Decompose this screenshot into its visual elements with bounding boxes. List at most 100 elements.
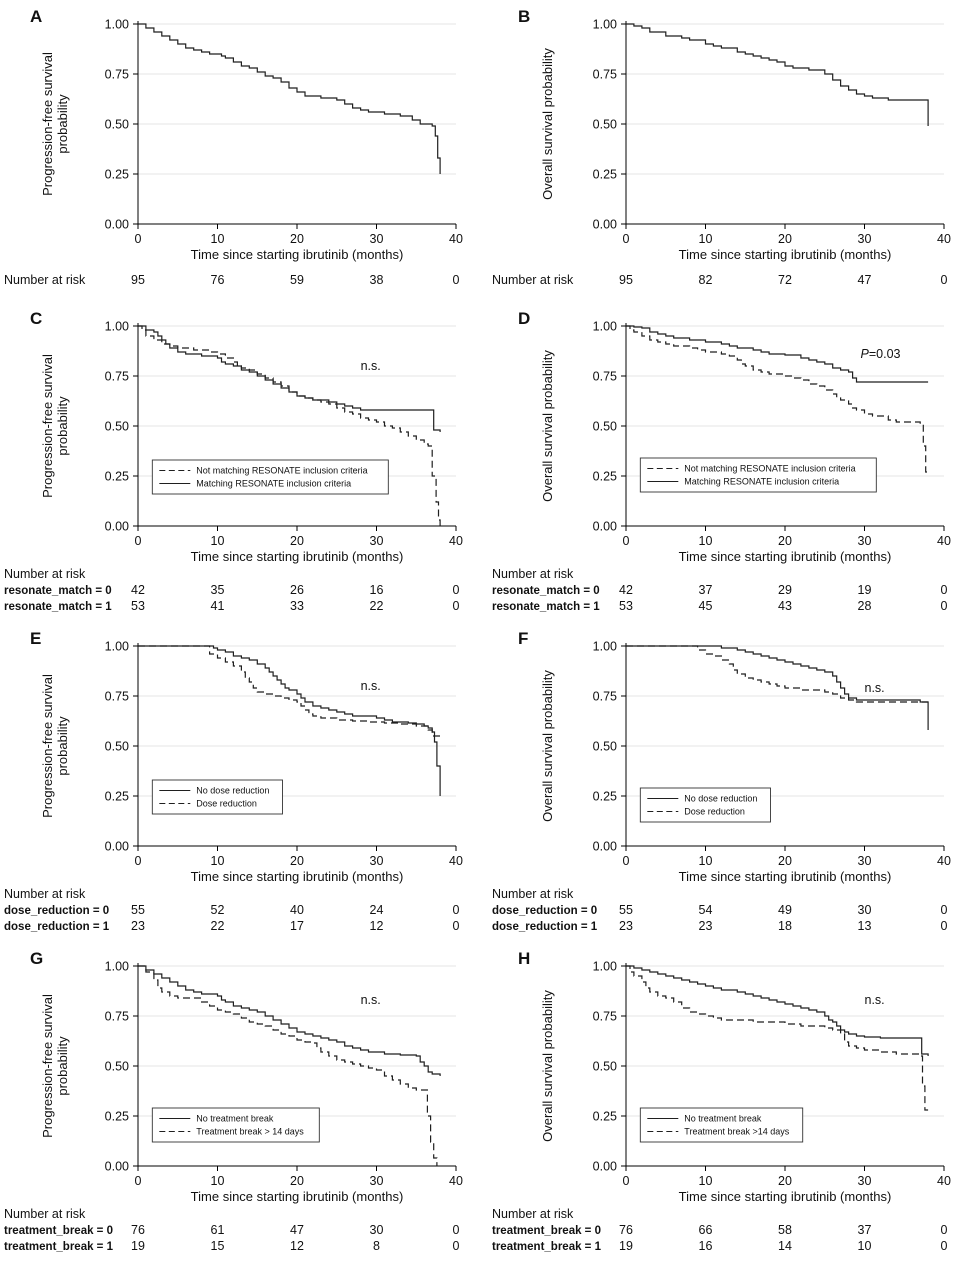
x-tick-label: 20 — [778, 1174, 792, 1188]
y-tick-label: 0.50 — [593, 420, 617, 434]
km-curve-solid — [626, 23, 929, 126]
panel-letter: C — [30, 309, 42, 328]
x-tick-label: 20 — [778, 232, 792, 246]
legend-label: Treatment break >14 days — [684, 1127, 789, 1137]
y-tick-label: 1.00 — [105, 960, 129, 974]
legend-label: Matching RESONATE inclusion criteria — [196, 479, 351, 489]
panel-letter: B — [518, 7, 530, 26]
km-curve-solid — [626, 965, 929, 1056]
x-tick-label: 0 — [135, 232, 142, 246]
x-axis-title: Time since starting ibrutinib (months) — [191, 1189, 404, 1204]
legend-label: Dose reduction — [196, 799, 257, 809]
km-curve-solid — [138, 23, 441, 174]
x-tick-label: 40 — [937, 534, 951, 548]
risk-count: 61 — [211, 1223, 225, 1237]
number-at-risk-label: Number at risk — [4, 1207, 86, 1221]
risk-count: 54 — [699, 903, 713, 917]
risk-count: 0 — [453, 273, 460, 287]
km-curve-dashed — [626, 645, 929, 703]
risk-count: 40 — [290, 903, 304, 917]
y-tick-label: 0.00 — [105, 1160, 129, 1174]
x-axis-title: Time since starting ibrutinib (months) — [679, 549, 892, 564]
y-tick-label: 0.00 — [593, 1160, 617, 1174]
legend-label: Treatment break > 14 days — [196, 1127, 304, 1137]
panel-cell-b: B Overall survival probability 1.00 0.75 0.5… — [488, 0, 976, 302]
risk-row-label: resonate_match = 1 — [4, 601, 112, 613]
risk-count: 26 — [290, 583, 304, 597]
risk-count: 0 — [453, 599, 460, 613]
risk-count: 37 — [699, 583, 713, 597]
legend-label: No dose reduction — [196, 786, 269, 796]
legend-box — [151, 779, 283, 815]
risk-count: 37 — [858, 1223, 872, 1237]
y-axis-label: Progression-free survival — [40, 52, 55, 196]
risk-count: 53 — [131, 599, 145, 613]
panel-a: A Progression-free survival probability 1.0… — [4, 7, 463, 287]
risk-row-label: treatment_break = 1 — [4, 1241, 114, 1253]
risk-count: 55 — [131, 903, 145, 917]
km-curve-solid — [138, 645, 441, 796]
x-axis-title: Time since starting ibrutinib (months) — [679, 869, 892, 884]
risk-count: 22 — [370, 599, 384, 613]
x-tick-label: 10 — [699, 534, 713, 548]
y-tick-label: 0.75 — [105, 690, 129, 704]
y-tick-label: 0.75 — [593, 690, 617, 704]
x-tick-label: 30 — [858, 534, 872, 548]
y-tick-label: 0.25 — [105, 168, 129, 182]
panel-letter: H — [518, 949, 530, 968]
risk-count: 19 — [131, 1239, 145, 1253]
panel-g: G Progression-free survival probability 1.0… — [4, 949, 463, 1253]
risk-count: 49 — [778, 903, 792, 917]
y-tick-label: 0.25 — [105, 790, 129, 804]
risk-count: 35 — [211, 583, 225, 597]
risk-row-label: dose_reduction = 1 — [492, 921, 598, 933]
legend-box — [639, 1107, 804, 1143]
risk-row-label: dose_reduction = 0 — [4, 905, 109, 917]
risk-count: 95 — [619, 273, 633, 287]
risk-count: 10 — [858, 1239, 872, 1253]
risk-count: 23 — [699, 919, 713, 933]
y-tick-label: 0.75 — [105, 1010, 129, 1024]
y-tick-label: 0.00 — [105, 218, 129, 232]
x-tick-label: 10 — [699, 232, 713, 246]
number-at-risk-label: Number at risk — [492, 567, 574, 581]
risk-count: 23 — [619, 919, 633, 933]
x-tick-label: 20 — [778, 854, 792, 868]
y-axis-label: Overall survival probability — [540, 48, 555, 200]
risk-count: 42 — [131, 583, 145, 597]
y-axis-label: Progression-free survival — [40, 994, 55, 1138]
y-tick-label: 0.75 — [105, 370, 129, 384]
x-tick-label: 20 — [290, 854, 304, 868]
legend-label: Not matching RESONATE inclusion criteria — [196, 466, 367, 476]
y-axis-label: probability — [55, 396, 70, 456]
panel-cell-g: G Progression-free survival probability 1.0… — [0, 942, 488, 1262]
risk-count: 19 — [619, 1239, 633, 1253]
significance-annotation: n.s. — [361, 679, 381, 693]
panel-letter: G — [30, 949, 43, 968]
number-at-risk-label: Number at risk — [492, 273, 574, 287]
significance-annotation: n.s. — [361, 359, 381, 373]
y-tick-label: 1.00 — [105, 320, 129, 334]
risk-count: 47 — [290, 1223, 304, 1237]
risk-row-label: resonate_match = 0 — [492, 585, 600, 597]
panel-b: B Overall survival probability 1.00 0.75 0.5… — [492, 7, 951, 287]
risk-row-label: dose_reduction = 1 — [4, 921, 110, 933]
km-curve-dashed — [138, 645, 441, 737]
risk-count: 22 — [211, 919, 225, 933]
y-tick-label: 1.00 — [593, 640, 617, 654]
y-tick-label: 0.50 — [105, 420, 129, 434]
risk-count: 14 — [778, 1239, 792, 1253]
panel-cell-c: C Progression-free survival probability 1.0… — [0, 302, 488, 622]
panel-cell-e: E Progression-free survival probability 1.0… — [0, 622, 488, 942]
panel-c: C Progression-free survival probability 1.0… — [4, 309, 463, 613]
panel-letter: F — [518, 629, 528, 648]
panel-f: F Overall survival probability 1.00 0.75 0.5… — [492, 629, 951, 933]
x-tick-label: 0 — [623, 854, 630, 868]
km-curve-dashed — [138, 965, 438, 1166]
y-tick-label: 0.25 — [593, 790, 617, 804]
x-tick-label: 20 — [778, 534, 792, 548]
x-tick-label: 20 — [290, 232, 304, 246]
y-tick-label: 0.25 — [593, 470, 617, 484]
risk-row-label: resonate_match = 0 — [4, 585, 112, 597]
x-axis-title: Time since starting ibrutinib (months) — [679, 247, 892, 262]
